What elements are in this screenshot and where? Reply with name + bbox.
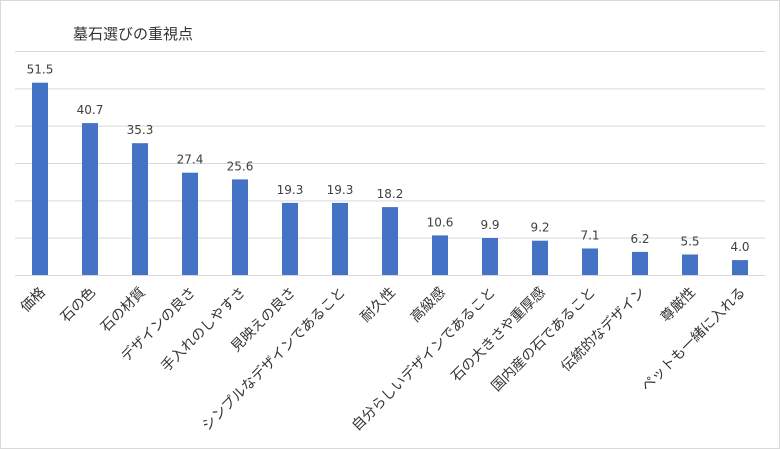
bar [432, 235, 448, 275]
value-labels: 51.5 40.7 35.3 27.4 25.6 19.3 19.3 18.2 10.6 9.9 9… [27, 63, 750, 254]
bar-value-label: 4.0 [730, 240, 749, 254]
bar-value-label: 27.4 [177, 153, 204, 167]
bar-value-label: 25.6 [227, 159, 254, 173]
bar [532, 240, 548, 275]
bar [682, 254, 698, 275]
bar-value-label: 6.2 [630, 232, 649, 246]
bar [82, 123, 98, 275]
category-label: 石の色 [57, 284, 99, 326]
bar-value-label: 5.5 [680, 235, 699, 249]
bar [282, 202, 298, 275]
bar [132, 143, 148, 275]
bar-value-label: 10.6 [427, 215, 454, 229]
category-label: 石の大きさや重厚感 [448, 284, 549, 385]
bar [182, 172, 198, 275]
bar-value-label: 19.3 [277, 183, 304, 197]
bar-value-label: 7.1 [580, 229, 599, 243]
category-label: 尊厳性 [657, 284, 699, 326]
bar-value-label: 51.5 [27, 63, 54, 77]
chart-title: 墓石選びの重視点 [73, 25, 194, 43]
bar-value-label: 9.2 [530, 221, 549, 235]
category-label: 伝統的なデザイン [558, 284, 649, 375]
bar [482, 238, 498, 275]
category-label: 高級感 [407, 284, 449, 326]
category-label: 石の材質 [98, 285, 149, 336]
category-label: 価格 [18, 285, 49, 316]
bar [332, 202, 348, 275]
bar [732, 260, 748, 275]
bar [32, 82, 48, 275]
bars [32, 82, 748, 275]
category-labels: 価格 石の色 石の材質デザインの良さ手入れのしやすさ見映えの良さシンプルなデザインで… [18, 284, 749, 435]
bar-value-label: 9.9 [480, 218, 499, 232]
bar-value-label: 40.7 [77, 103, 104, 117]
bar [232, 179, 248, 275]
category-label: ペットも一緒に入れる [639, 285, 749, 395]
category-label: 耐久性 [358, 285, 399, 326]
bar [632, 251, 648, 275]
bar-value-label: 18.2 [377, 187, 404, 201]
bar-value-label: 35.3 [127, 123, 154, 137]
bar-value-label: 19.3 [327, 183, 354, 197]
bar [382, 207, 398, 275]
bar [582, 248, 598, 275]
category-label: 手入れのしやすさ [158, 285, 248, 375]
